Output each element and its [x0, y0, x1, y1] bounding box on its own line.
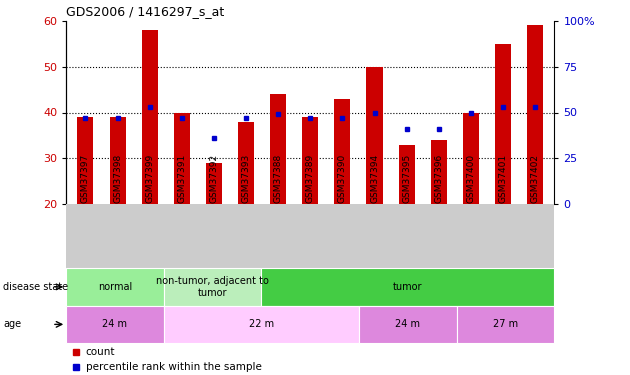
Text: non-tumor, adjacent to
tumor: non-tumor, adjacent to tumor: [156, 276, 269, 298]
Bar: [66, 306, 164, 343]
Bar: [270, 94, 286, 204]
Text: count: count: [86, 347, 115, 357]
Text: tumor: tumor: [393, 282, 423, 292]
Bar: [359, 306, 457, 343]
Bar: [431, 140, 447, 204]
Bar: [527, 25, 543, 204]
Text: normal: normal: [98, 282, 132, 292]
Bar: [463, 112, 479, 204]
Bar: [206, 163, 222, 204]
Text: 22 m: 22 m: [249, 320, 274, 329]
Bar: [66, 268, 164, 306]
Bar: [238, 122, 254, 204]
Bar: [261, 268, 554, 306]
Bar: [77, 117, 93, 204]
Bar: [164, 306, 359, 343]
Text: GDS2006 / 1416297_s_at: GDS2006 / 1416297_s_at: [66, 5, 224, 18]
Bar: [174, 112, 190, 204]
Text: disease state: disease state: [3, 282, 68, 292]
Bar: [142, 30, 158, 204]
Bar: [302, 117, 318, 204]
Bar: [367, 67, 382, 204]
Bar: [164, 268, 261, 306]
Bar: [110, 117, 125, 204]
Bar: [399, 145, 415, 204]
Bar: [335, 99, 350, 204]
Bar: [457, 306, 554, 343]
Text: 24 m: 24 m: [103, 320, 127, 329]
Text: age: age: [3, 320, 21, 329]
Bar: [495, 44, 511, 204]
Text: percentile rank within the sample: percentile rank within the sample: [86, 362, 261, 372]
Text: 24 m: 24 m: [396, 320, 420, 329]
Text: 27 m: 27 m: [493, 320, 518, 329]
